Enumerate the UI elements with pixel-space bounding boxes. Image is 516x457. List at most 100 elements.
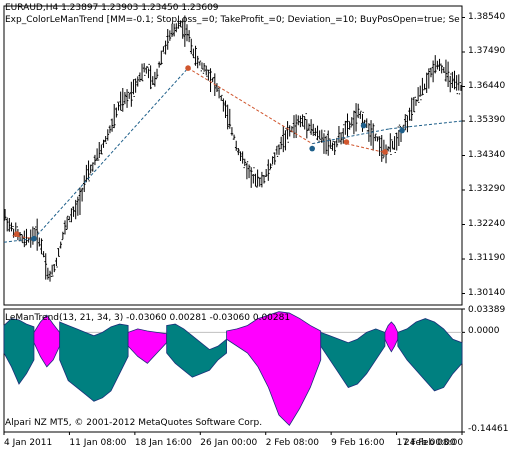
price-bar (455, 75, 458, 95)
price-bar (271, 156, 274, 166)
price-bar (215, 83, 219, 93)
price-bar (269, 163, 272, 171)
price-bar (406, 114, 409, 133)
price-bar (421, 77, 424, 96)
price-bar (444, 59, 448, 82)
price-bar (352, 110, 356, 135)
price-bar (183, 15, 187, 47)
price-bar (391, 139, 394, 150)
price-bar (65, 215, 69, 230)
bear-area (127, 328, 168, 364)
chart-header-symbol: EURAUD,H4 1.23897 1.23903 1.23450 1.2360… (5, 3, 219, 14)
price-bar (245, 161, 249, 180)
price-bar (453, 70, 456, 90)
price-bar (8, 217, 11, 232)
time-tick-label: 4 Jan 2011 (4, 438, 53, 448)
price-bar (350, 117, 354, 128)
price-bar (55, 257, 58, 268)
price-bar (138, 72, 142, 83)
price-bar (93, 154, 97, 166)
price-bar (273, 152, 277, 165)
price-bar (346, 113, 349, 137)
bear-area (226, 311, 322, 427)
price-bar (258, 177, 262, 187)
time-tick-label: 2 Feb 08:00 (265, 438, 320, 448)
price-bar (376, 136, 379, 142)
price-bar (200, 62, 204, 72)
price-bar (305, 113, 309, 139)
price-bar (335, 137, 339, 148)
price-bar (166, 29, 170, 50)
indicator-tick-label: 0.0000 (468, 326, 500, 337)
price-bar (106, 129, 110, 141)
price-tick-label: 1.33290 (468, 184, 506, 194)
price-bar (204, 65, 208, 77)
price-bar (48, 270, 52, 282)
price-bar (438, 58, 441, 71)
price-bar (318, 130, 321, 142)
price-bar (459, 82, 463, 91)
price-bar (279, 136, 283, 150)
price-bar (10, 222, 13, 232)
price-bar (429, 67, 433, 78)
price-bar (241, 151, 244, 164)
price-tick-label: 1.30140 (468, 287, 506, 298)
price-bar (427, 68, 431, 89)
price-bar (320, 129, 324, 143)
price-bar (20, 233, 24, 244)
price-bar (219, 94, 223, 101)
price-bar (85, 164, 88, 183)
buy-signal-marker (309, 145, 315, 152)
price-bar (177, 20, 180, 29)
indicator-tick-label: 0.03389 (468, 305, 506, 315)
price-bar (339, 132, 343, 145)
buy-signal-marker (399, 127, 405, 134)
price-bar (414, 96, 418, 106)
price-bar (192, 48, 195, 59)
price-bar (433, 55, 437, 74)
price-bar (281, 126, 285, 153)
price-bar (412, 96, 416, 113)
ohlc-text: 1.23897 1.23903 1.23450 1.23609 (61, 3, 219, 13)
price-bar (416, 87, 420, 103)
sell-signal-marker (185, 65, 191, 71)
buy-signal-marker (31, 235, 37, 242)
price-bar (74, 199, 77, 220)
price-bar (226, 104, 229, 130)
price-bar (446, 61, 450, 87)
price-bar (168, 30, 172, 41)
sell-signal-line (187, 67, 313, 145)
sell-signal-line (12, 235, 35, 240)
price-bar (448, 73, 452, 93)
price-bar (23, 230, 26, 248)
price-bar (95, 148, 99, 161)
price-bar (63, 220, 67, 235)
price-bar (209, 68, 212, 93)
price-bar (189, 38, 193, 55)
price-bar (67, 216, 71, 223)
price-bar (104, 136, 107, 144)
price-bar (82, 175, 86, 192)
price-bar (174, 23, 178, 33)
price-bar (395, 132, 399, 151)
price-bar (164, 40, 167, 55)
price-bar (425, 72, 428, 93)
expert-header: Exp_ColorLeManTrend [MM=-0.1; StopLoss_=… (5, 15, 460, 25)
price-tick-label: 1.35390 (468, 115, 506, 125)
price-bar (348, 120, 351, 130)
price-bar (380, 134, 384, 162)
price-bars (3, 15, 463, 282)
price-bar (127, 91, 131, 99)
time-tick-label: 18 Jan 16:00 (134, 438, 192, 448)
price-bar (42, 251, 45, 258)
price-bar (155, 68, 159, 80)
price-bar (38, 237, 41, 247)
price-bar (326, 130, 330, 156)
price-bar (31, 226, 35, 245)
indicator-tick-label: -0.14461 (468, 424, 509, 434)
price-bar (389, 133, 392, 155)
price-bar (331, 140, 334, 151)
sell-signal-marker (382, 149, 388, 155)
